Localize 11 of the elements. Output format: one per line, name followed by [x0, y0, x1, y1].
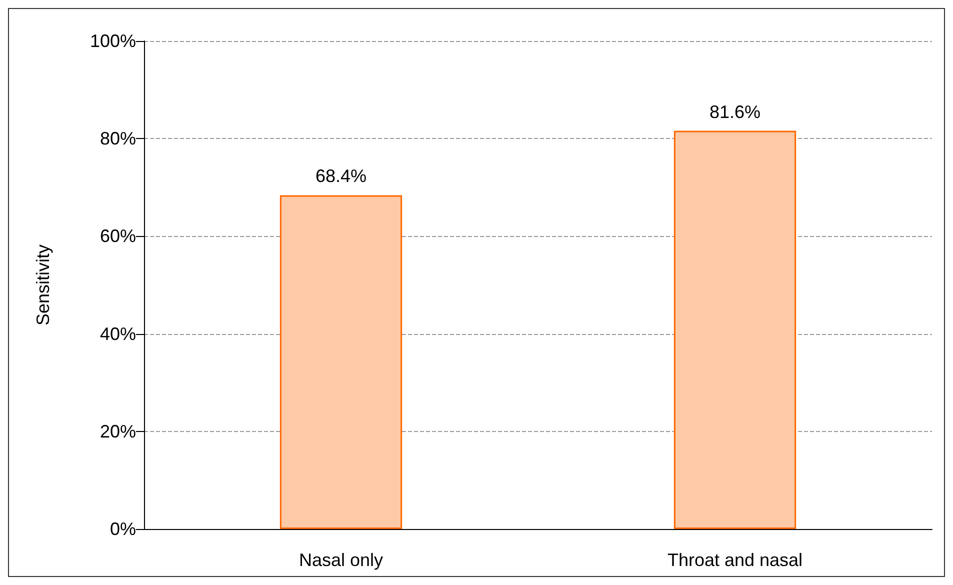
y-tick-label: 80% — [100, 128, 136, 149]
y-tick-label: 40% — [100, 324, 136, 344]
y-tick-label: 0% — [110, 519, 136, 539]
data-label: 81.6% — [709, 102, 761, 122]
data-label: 68.4% — [315, 166, 367, 186]
y-axis-title: Sensitivity — [33, 244, 53, 326]
x-tick-label: Throat and nasal — [667, 550, 803, 570]
y-tick-label: 100% — [90, 31, 136, 51]
y-tick-label: 20% — [100, 421, 136, 442]
y-tick-label: 60% — [100, 226, 136, 246]
x-tick-label: Nasal only — [298, 550, 384, 570]
